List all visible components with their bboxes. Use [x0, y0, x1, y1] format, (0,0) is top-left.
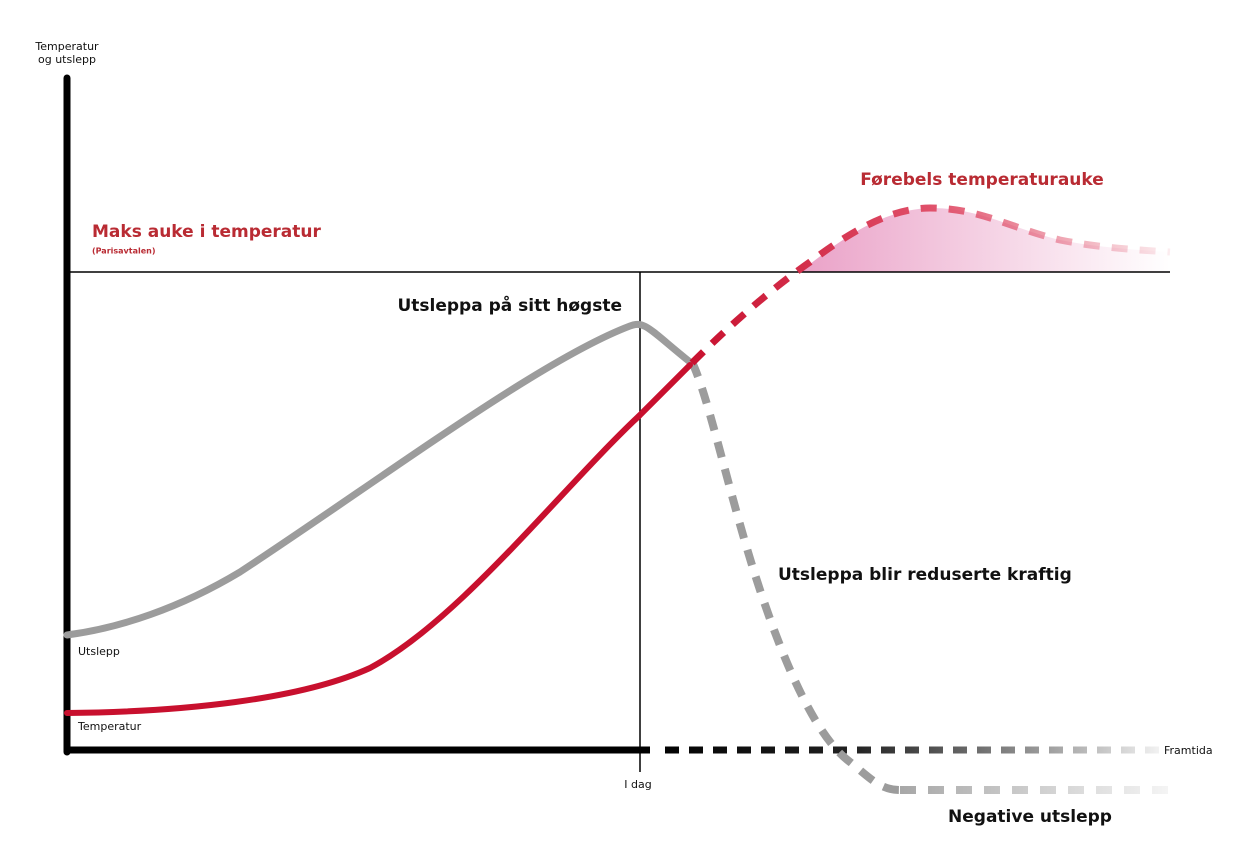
peak-label: Utsleppa på sitt høgste — [397, 294, 622, 316]
emissions-curve — [63, 320, 694, 639]
temp-rise-area — [800, 208, 1170, 272]
temperature-future — [689, 204, 1171, 366]
today-label: I dag — [624, 778, 651, 791]
emissions-label: Utslepp — [78, 645, 120, 658]
y-label: Temperatur — [34, 40, 99, 53]
temperature-curve — [64, 362, 693, 716]
future-label: Framtida — [1164, 744, 1213, 757]
paris-label: (Parisavtalen) — [92, 247, 156, 256]
y-label: og utslepp — [38, 53, 96, 66]
reduced-label: Utsleppa blir reduserte kraftig — [778, 565, 1072, 585]
temp-rise-label: Førebels temperaturauke — [860, 170, 1104, 190]
temperature-label: Temperatur — [77, 720, 142, 733]
negative-label: Negative utslepp — [948, 807, 1112, 827]
max-temp-label: Maks auke i temperatur — [92, 222, 322, 242]
